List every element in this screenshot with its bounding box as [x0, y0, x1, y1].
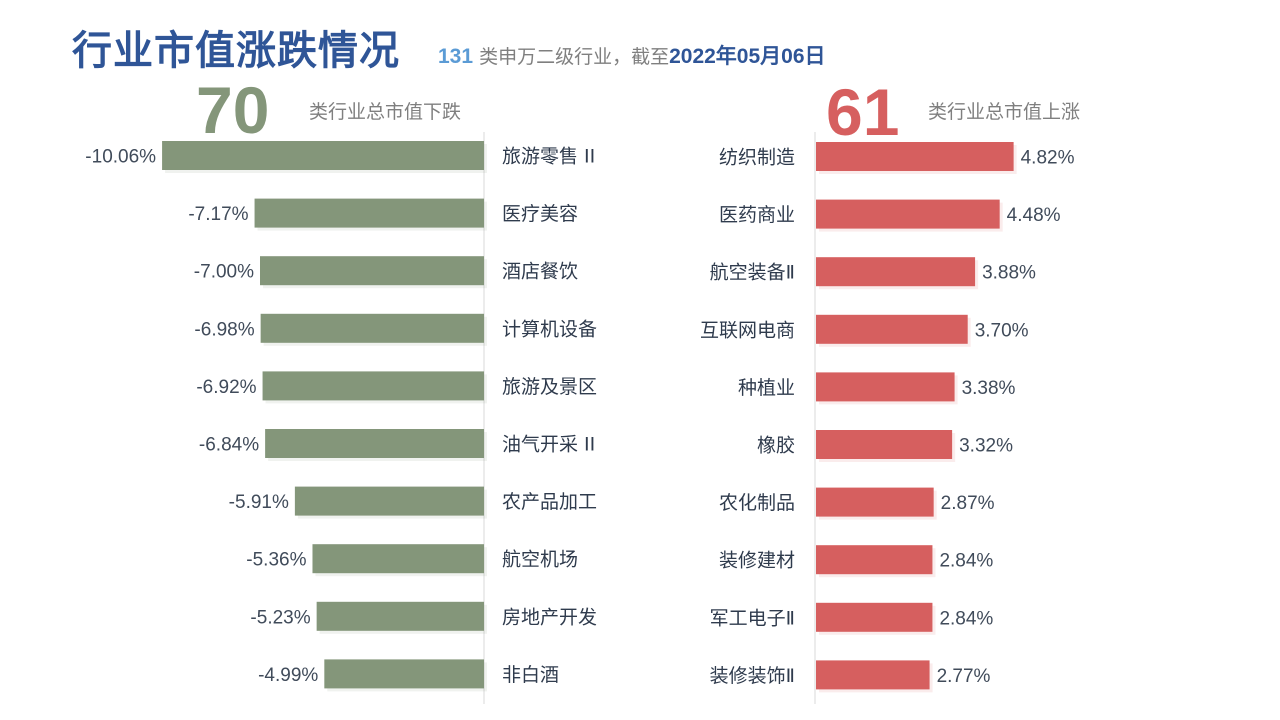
data-label-down: -5.91% — [229, 492, 289, 513]
data-label-down: -4.99% — [258, 665, 318, 686]
data-label-up: 2.84% — [939, 551, 993, 572]
data-label-up: 4.48% — [1007, 205, 1061, 226]
bar-up — [816, 545, 933, 575]
bar-down — [260, 256, 484, 286]
bar-down — [260, 313, 484, 343]
category-label-up: 航空装备Ⅱ — [710, 262, 795, 284]
up-caption: 类行业总市值上涨 — [928, 101, 1081, 123]
data-label-up: 3.32% — [959, 436, 1013, 457]
category-label-up: 装修装饰Ⅱ — [710, 665, 795, 687]
bar-up — [816, 602, 933, 632]
data-label-down: -6.92% — [196, 377, 256, 398]
bar-down — [262, 371, 484, 401]
up-count: 61 — [826, 75, 900, 149]
category-label-down: 房地产开发 — [502, 606, 597, 628]
bar-up — [816, 660, 930, 690]
data-label-down: -7.17% — [188, 204, 248, 225]
bar-up — [816, 372, 955, 402]
subtitle: 131 类申万二级行业，截至2022年05月06日 — [438, 40, 826, 70]
data-label-up: 3.88% — [982, 263, 1036, 284]
bar-up — [816, 199, 1000, 229]
bar-up — [816, 487, 934, 517]
bar-down — [316, 601, 484, 631]
category-label-down: 旅游零售 II — [502, 146, 595, 168]
bar-up — [816, 142, 1014, 171]
category-label-up: 橡胶 — [757, 435, 795, 457]
category-label-up: 医药商业 — [719, 204, 795, 226]
category-label-down: 油气开采 II — [502, 434, 595, 456]
as-of-date: 2022年05月06日 — [669, 45, 826, 68]
data-label-down: -7.00% — [194, 262, 254, 283]
bar-up — [816, 257, 976, 287]
bar-down — [312, 544, 484, 574]
category-label-up: 种植业 — [738, 377, 795, 399]
data-label-down: -5.36% — [246, 550, 306, 571]
data-label-up: 2.84% — [939, 608, 993, 629]
data-label-up: 2.77% — [937, 666, 991, 687]
bar-down — [324, 659, 484, 689]
category-label-up: 装修建材 — [719, 550, 795, 572]
data-label-up: 2.87% — [941, 493, 995, 514]
data-label-down: -6.98% — [194, 319, 254, 340]
category-label-down: 计算机设备 — [502, 318, 597, 340]
category-label-up: 互联网电商 — [700, 319, 795, 341]
category-label-down: 旅游及景区 — [502, 376, 597, 398]
down-count: 70 — [196, 73, 270, 147]
bar-down — [294, 486, 484, 516]
down-caption: 类行业总市值下跌 — [309, 101, 462, 123]
bar-down — [254, 198, 484, 228]
category-label-down: 农产品加工 — [502, 491, 597, 513]
category-label-up: 纺织制造 — [719, 147, 795, 169]
data-label-up: 4.82% — [1021, 148, 1075, 169]
category-label-down: 航空机场 — [502, 549, 578, 571]
industry-count: 131 — [438, 45, 474, 68]
category-label-down: 医疗美容 — [502, 203, 578, 225]
data-label-up: 3.38% — [962, 378, 1016, 399]
category-label-down: 非白酒 — [502, 664, 559, 686]
data-label-down: -5.23% — [250, 607, 310, 628]
data-label-up: 3.70% — [975, 320, 1029, 341]
bar-up — [816, 314, 968, 344]
bar-down — [265, 429, 484, 458]
page-title: 行业市值涨跌情况 — [72, 28, 400, 74]
data-label-down: -10.06% — [85, 147, 156, 168]
subtitle-text: 类申万二级行业，截至 — [473, 46, 670, 68]
category-label-up: 农化制品 — [719, 492, 795, 514]
category-label-down: 酒店餐饮 — [502, 261, 578, 283]
data-label-down: -6.84% — [199, 435, 259, 456]
category-label-up: 军工电子Ⅱ — [710, 607, 795, 629]
bar-up — [816, 430, 953, 459]
bar-down — [162, 141, 484, 170]
